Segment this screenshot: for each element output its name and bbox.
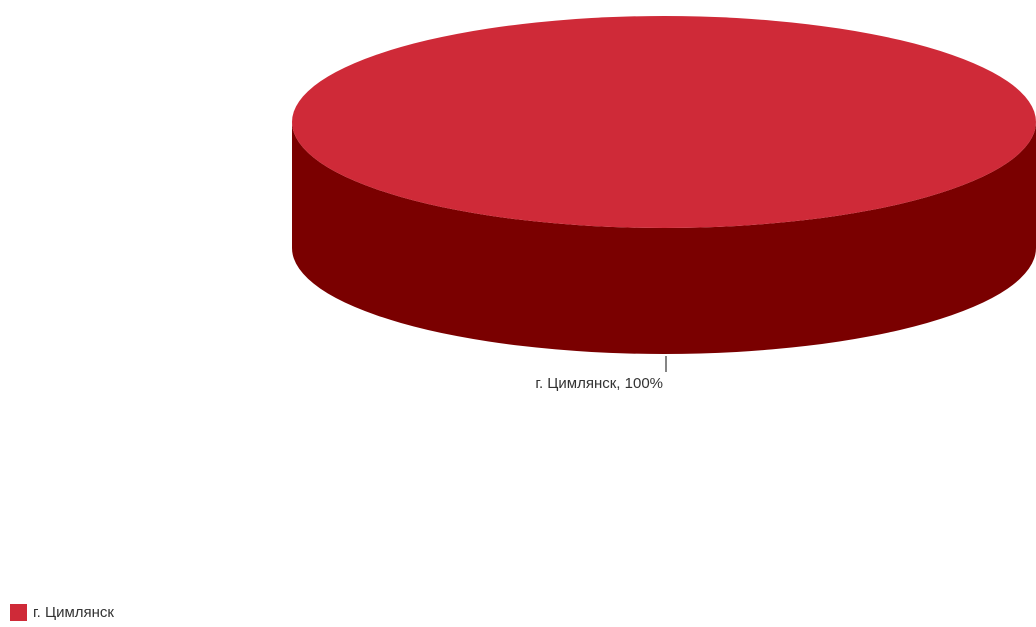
legend-swatch [10,604,27,621]
legend-label[interactable]: г. Цимлянск [33,604,114,621]
data-label: г. Цимлянск, 100% [535,375,663,392]
legend: г. Цимлянск [10,604,114,621]
pie-slice-side [292,122,1036,354]
pie-slice-top[interactable] [292,16,1036,228]
